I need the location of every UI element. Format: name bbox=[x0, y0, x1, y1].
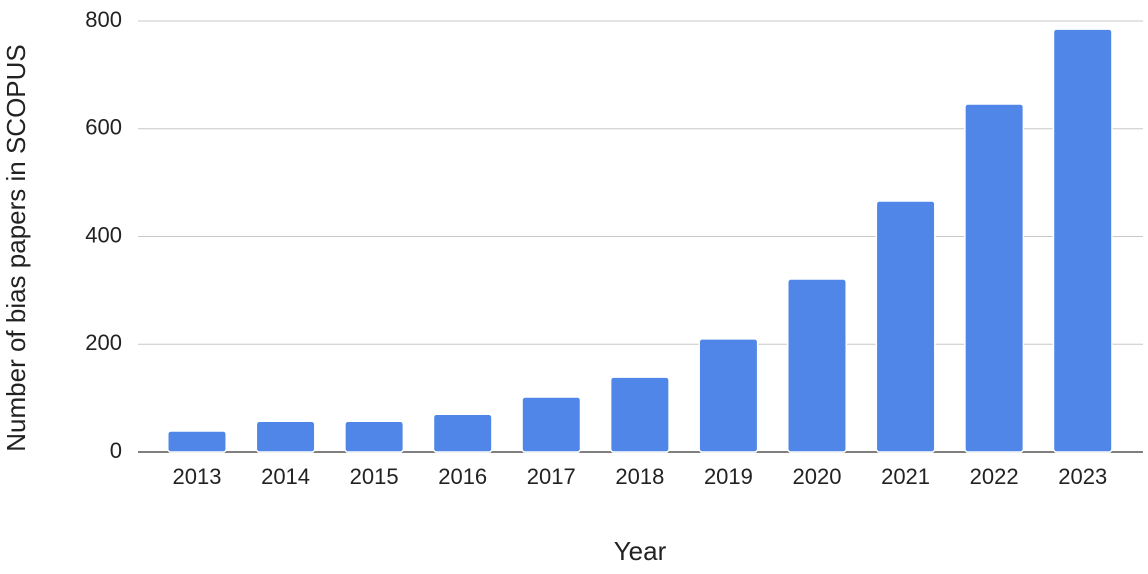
y-axis-title: Number of bias papers in SCOPUS bbox=[1, 44, 31, 452]
x-tick-label: 2017 bbox=[527, 464, 576, 489]
bar bbox=[167, 430, 227, 453]
y-tick-label: 800 bbox=[85, 7, 122, 32]
y-tick-label: 0 bbox=[110, 438, 122, 463]
bar bbox=[698, 338, 759, 453]
x-tick-label: 2014 bbox=[261, 464, 310, 489]
bar bbox=[964, 103, 1025, 453]
x-tick-label: 2016 bbox=[438, 464, 487, 489]
x-tick-label: 2019 bbox=[704, 464, 753, 489]
x-axis-title: Year bbox=[614, 536, 667, 566]
bar bbox=[432, 413, 493, 453]
x-tick-label: 2022 bbox=[970, 464, 1019, 489]
y-tick-label: 200 bbox=[85, 330, 122, 355]
bar bbox=[344, 420, 405, 453]
bar bbox=[1052, 28, 1113, 453]
x-tick-label: 2020 bbox=[793, 464, 842, 489]
bar bbox=[521, 396, 582, 453]
bar bbox=[875, 200, 936, 453]
bar bbox=[255, 420, 316, 453]
y-tick-label: 400 bbox=[85, 222, 122, 247]
bar bbox=[609, 376, 670, 453]
y-tick-label: 600 bbox=[85, 115, 122, 140]
x-tick-label: 2013 bbox=[173, 464, 222, 489]
x-tick-label: 2015 bbox=[350, 464, 399, 489]
x-tick-label: 2018 bbox=[615, 464, 664, 489]
bar bbox=[787, 278, 847, 453]
x-tick-label: 2021 bbox=[881, 464, 930, 489]
x-tick-label: 2023 bbox=[1058, 464, 1107, 489]
